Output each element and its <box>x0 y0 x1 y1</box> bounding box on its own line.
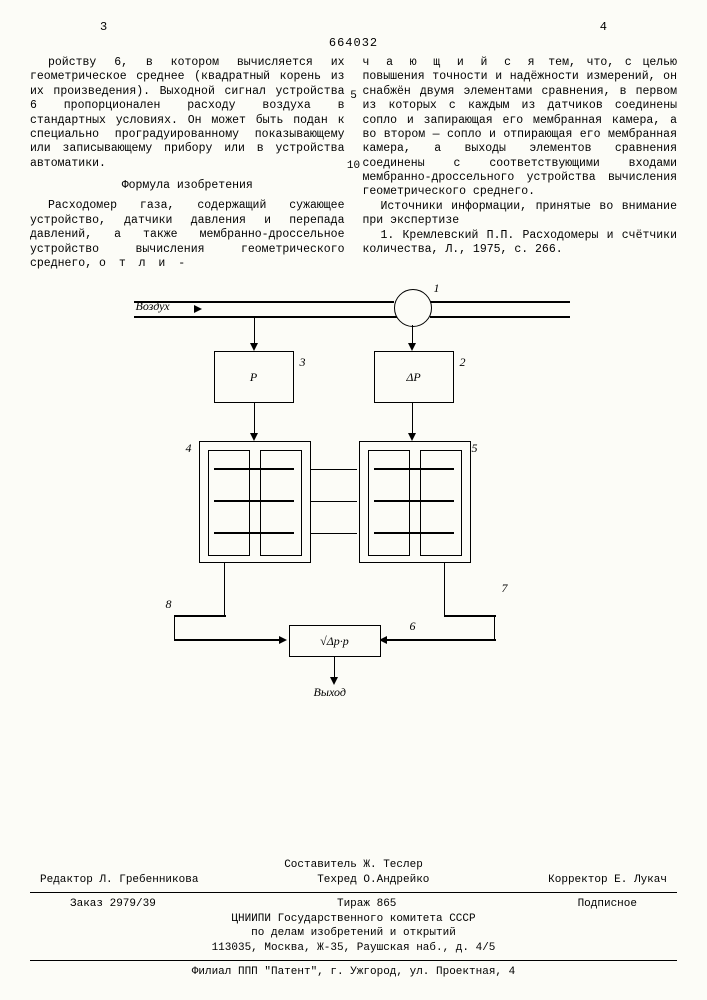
footer-sub: Подписное <box>578 897 637 912</box>
label-4: 4 <box>186 441 192 456</box>
box-out: √Δp·p <box>289 625 381 657</box>
air-label: Воздух <box>136 299 170 314</box>
box-out-label: √Δp·p <box>320 634 349 649</box>
left-p1: ройству 6, в котором вычисляется их геом… <box>30 56 345 171</box>
right-column: ч а ю щ и й с я тем, что, с целью повыше… <box>363 56 678 271</box>
section-title: Формула изобретения <box>30 179 345 193</box>
box-dp-label: ΔP <box>406 370 420 385</box>
footer-corr: Корректор Е. Лукач <box>548 873 667 888</box>
footer-comp: Составитель Ж. Теслер <box>30 858 677 873</box>
right-p1b: тем, что, с целью повышения точности и н… <box>363 56 678 198</box>
footer-editor: Редактор Л. Гребенникова <box>40 873 198 888</box>
footer-tir: Тираж 865 <box>337 897 396 912</box>
box-p-label: P <box>250 370 257 385</box>
left-p2b: о т л и - <box>99 257 188 270</box>
footer-addr: 113035, Москва, Ж-35, Раушская наб., д. … <box>30 941 677 956</box>
footer: Составитель Ж. Теслер Редактор Л. Гребен… <box>30 858 677 980</box>
doc-number: 664032 <box>30 36 677 50</box>
membrane-block-4 <box>199 441 311 563</box>
label-6: 6 <box>410 619 416 634</box>
footer-org1: ЦНИИПИ Государственного комитета СССР <box>30 912 677 927</box>
node-1 <box>394 289 432 327</box>
footer-org2: по делам изобретений и открытий <box>30 926 677 941</box>
schematic-diagram: 1 Воздух P 3 ΔP 2 4 <box>114 281 594 711</box>
footer-order: Заказ 2979/39 <box>70 897 156 912</box>
left-column: ройству 6, в котором вычисляется их геом… <box>30 56 345 271</box>
page-num-right: 4 <box>600 20 607 34</box>
box-p: P <box>214 351 294 403</box>
label-2: 2 <box>460 355 466 370</box>
footer-branch: Филиал ППП "Патент", г. Ужгород, ул. Про… <box>30 965 677 980</box>
margin-10: 10 <box>347 160 360 172</box>
out-label: Выход <box>314 685 346 700</box>
membrane-block-5 <box>359 441 471 563</box>
right-p3: 1. Кремлевский П.П. Расходомеры и счётчи… <box>363 229 678 258</box>
label-7: 7 <box>502 581 508 596</box>
label-1: 1 <box>434 281 440 296</box>
label-3: 3 <box>300 355 306 370</box>
right-p1a: ч а ю щ и й с я <box>363 56 538 69</box>
right-p1: ч а ю щ и й с я тем, что, с целью повыше… <box>363 56 678 200</box>
label-5: 5 <box>472 441 478 456</box>
box-dp: ΔP <box>374 351 454 403</box>
margin-5: 5 <box>350 90 357 102</box>
label-8: 8 <box>166 597 172 612</box>
page-num-left: 3 <box>100 20 107 34</box>
footer-tech: Техред О.Андрейко <box>317 873 429 888</box>
right-p2: Источники информации, принятые во вниман… <box>363 200 678 229</box>
left-p2: Расходомер газа, содержащий сужающее уст… <box>30 199 345 271</box>
